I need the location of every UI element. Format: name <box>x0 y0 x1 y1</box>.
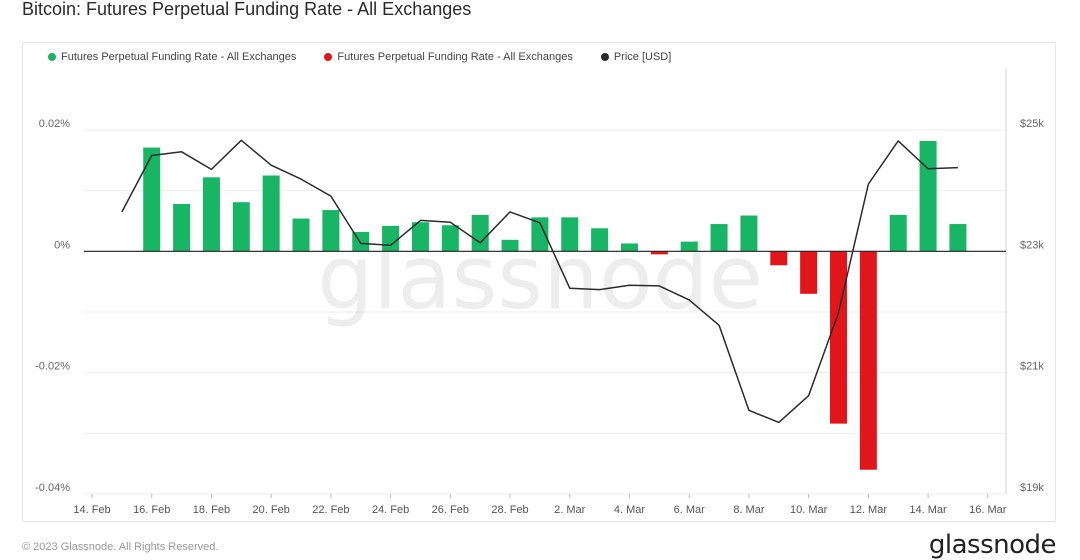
legend-item-positive-funding[interactable]: Futures Perpetual Funding Rate - All Exc… <box>48 51 296 63</box>
x-tick-label: 26. Feb <box>432 504 469 516</box>
x-tick-label: 16. Mar <box>969 504 1007 516</box>
y-left-tick-label: -0.04% <box>35 482 70 494</box>
funding-rate-bar[interactable] <box>382 225 400 252</box>
funding-rate-bar[interactable] <box>173 204 191 252</box>
x-tick-label: 24. Feb <box>372 504 409 516</box>
funding-rate-bar[interactable] <box>830 251 847 424</box>
legend-item-price[interactable]: Price [USD] <box>600 51 672 63</box>
y-left-tick-label: -0.02% <box>35 361 70 373</box>
y-right-tick-label: $19k <box>1020 482 1044 494</box>
copyright-text: © 2023 Glassnode. All Rights Reserved. <box>22 541 219 553</box>
legend-dot-red <box>324 53 333 61</box>
page-title: Bitcoin: Futures Perpetual Funding Rate … <box>22 0 472 19</box>
funding-rate-bar[interactable] <box>143 147 161 252</box>
legend-item-negative-funding[interactable]: Futures Perpetual Funding Rate - All Exc… <box>324 51 573 63</box>
glassnode-logo: glassnode <box>928 530 1057 560</box>
funding-rate-bar[interactable] <box>202 177 220 252</box>
funding-rate-bar[interactable] <box>561 217 579 252</box>
funding-rate-bar[interactable] <box>441 225 459 252</box>
legend-label-positive: Futures Perpetual Funding Rate - All Exc… <box>61 51 297 63</box>
x-tick-label: 14. Feb <box>73 504 110 516</box>
x-tick-label: 4. Mar <box>614 504 646 516</box>
funding-rate-chart: glassnode 0.02%0%-0.02%-0.04% $25k$23k$2… <box>35 68 1044 516</box>
funding-rate-bar[interactable] <box>471 214 489 252</box>
legend-dot-black <box>600 53 609 61</box>
chart-frame <box>22 42 1056 522</box>
funding-rate-bar[interactable] <box>322 210 340 252</box>
price-line-group <box>121 139 958 424</box>
funding-rate-bar[interactable] <box>859 251 877 470</box>
x-tick-label: 28. Feb <box>491 504 528 516</box>
funding-rate-bar[interactable] <box>262 175 280 252</box>
funding-rate-bar[interactable] <box>770 251 788 266</box>
funding-rate-bar[interactable] <box>650 251 668 255</box>
x-tick-label: 16. Feb <box>133 504 170 516</box>
funding-rate-bar[interactable] <box>591 228 609 252</box>
y-left-tick-label: 0% <box>54 239 70 251</box>
x-tick-label: 10. Mar <box>790 504 828 516</box>
x-tick-label: 14. Mar <box>909 504 947 516</box>
y-right-tick-label: $21k <box>1020 361 1044 373</box>
x-tick-label: 20. Feb <box>253 504 290 516</box>
funding-rate-bar[interactable] <box>501 239 519 252</box>
funding-rate-bar[interactable] <box>800 251 818 294</box>
funding-rate-bar[interactable] <box>919 140 937 252</box>
funding-rate-bar[interactable] <box>949 224 967 252</box>
funding-rate-bar[interactable] <box>411 222 429 252</box>
funding-rate-bar[interactable] <box>232 202 250 252</box>
funding-rate-bar[interactable] <box>292 218 310 252</box>
price-line[interactable] <box>121 139 958 424</box>
legend-dot-green <box>48 53 56 61</box>
funding-rate-bar[interactable] <box>740 215 758 252</box>
x-tick-label: 6. Mar <box>674 504 706 516</box>
funding-rate-bar[interactable] <box>620 243 638 252</box>
right-axis-ticks: $25k $23k $21k $19k <box>1020 118 1044 494</box>
x-tick-label: 22. Feb <box>312 504 349 516</box>
funding-rate-bar[interactable] <box>680 241 698 252</box>
chart-legend: Futures Perpetual Funding Rate - All Exc… <box>48 51 671 63</box>
y-right-tick-label: $25k <box>1020 118 1044 130</box>
x-tick-label: 8. Mar <box>733 504 765 516</box>
x-axis-ticks: 14. Feb 16. Feb 18. Feb 20. Feb 22. Feb 24. F… <box>73 494 1007 516</box>
x-tick-label: 2. Mar <box>554 504 586 516</box>
funding-rate-bars <box>143 140 967 470</box>
x-tick-label: 12. Mar <box>850 504 888 516</box>
funding-rate-bar[interactable] <box>889 214 907 252</box>
y-right-tick-label: $23k <box>1020 239 1044 251</box>
x-tick-label: 18. Feb <box>193 504 230 516</box>
funding-rate-bar[interactable] <box>531 217 549 252</box>
funding-rate-bar[interactable] <box>710 224 728 252</box>
legend-label-price: Price [USD] <box>613 51 672 63</box>
legend-label-negative: Futures Perpetual Funding Rate - All Exc… <box>337 51 573 63</box>
y-left-tick-label: 0.02% <box>39 118 70 130</box>
left-axis-ticks: 0.02% 0% -0.02% -0.04% <box>35 118 70 494</box>
